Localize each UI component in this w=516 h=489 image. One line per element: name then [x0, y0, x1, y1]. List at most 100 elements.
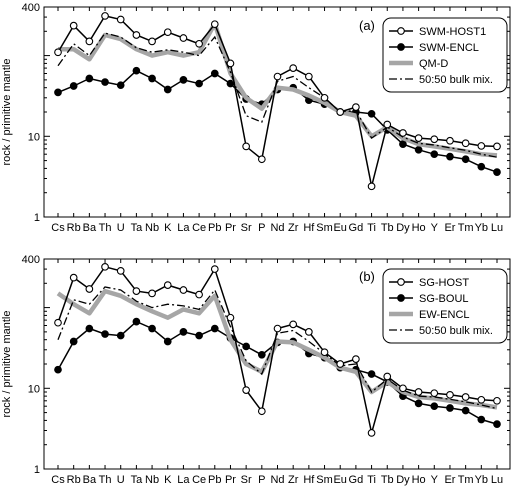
legend-label: QM-D	[419, 58, 448, 70]
x-tick-label: Nd	[270, 474, 284, 486]
data-point	[132, 317, 141, 326]
legend-label: 50:50 bulk mix.	[419, 74, 493, 86]
x-tick-label: Zr	[288, 222, 299, 234]
data-point	[399, 140, 407, 148]
x-tick-label: La	[177, 474, 190, 486]
data-point	[446, 136, 454, 145]
legend-box	[382, 268, 508, 344]
x-tick-label: Ce	[192, 474, 206, 486]
data-point	[352, 103, 360, 111]
x-tick-label: Pr	[225, 474, 236, 486]
data-point	[273, 72, 282, 81]
data-point	[367, 429, 376, 437]
data-point	[85, 324, 94, 333]
legend-label: SG-BOUL	[419, 293, 469, 305]
data-point	[289, 320, 298, 329]
data-point	[242, 142, 250, 151]
series-line-3	[57, 286, 498, 410]
legend-label: SWM-HOST1	[419, 26, 486, 38]
legend-marker	[397, 27, 405, 35]
data-point	[226, 313, 235, 322]
x-tick-label: Rb	[67, 474, 81, 486]
data-point	[461, 406, 470, 415]
x-tick-label: Lu	[491, 222, 503, 234]
x-tick-label: K	[164, 474, 172, 486]
data-point	[101, 78, 109, 86]
data-point	[226, 59, 235, 68]
x-tick-label: Pb	[208, 474, 221, 486]
data-point	[85, 74, 94, 83]
x-tick-label: Ce	[192, 222, 206, 234]
y-axis-label: rock / primitive mantle	[1, 311, 13, 418]
data-point	[210, 265, 219, 273]
panel-label: (a)	[359, 18, 375, 33]
data-point	[195, 79, 203, 88]
data-point	[352, 355, 360, 363]
data-point	[210, 69, 219, 78]
x-tick-label: Tm	[458, 222, 474, 234]
data-point	[85, 285, 94, 293]
data-point	[179, 76, 188, 84]
x-tick-label: Ba	[83, 474, 97, 486]
data-point	[461, 393, 470, 401]
data-point	[69, 82, 78, 90]
data-point	[195, 331, 203, 340]
data-point	[179, 34, 188, 42]
x-tick-label: P	[258, 222, 265, 234]
x-tick-label: Th	[99, 474, 112, 486]
data-point	[54, 88, 62, 97]
data-point	[54, 365, 62, 374]
data-point	[383, 120, 392, 129]
y-tick-label: 400	[22, 254, 40, 266]
data-point	[336, 108, 345, 116]
data-point	[446, 390, 454, 399]
x-tick-label: Ti	[367, 222, 376, 234]
data-point	[101, 330, 109, 338]
data-point	[210, 324, 219, 333]
legend-marker	[397, 43, 405, 51]
legend: (b) SG-HOST SG-BOUL EW-ENCL 50:50 bulk mix.	[359, 268, 508, 344]
x-tick-label: Y	[431, 474, 439, 486]
data-point	[69, 21, 78, 30]
data-point	[116, 81, 125, 90]
panel-label: (b)	[359, 269, 375, 284]
x-tick-label: Ta	[131, 474, 144, 486]
data-point	[257, 350, 266, 359]
x-tick-label: Lu	[491, 474, 503, 486]
x-tick-label: K	[164, 222, 172, 234]
x-tick-label: Cs	[51, 222, 65, 234]
data-point	[116, 331, 125, 340]
data-point	[493, 420, 501, 428]
data-point	[414, 388, 423, 396]
data-point	[367, 370, 376, 378]
x-tick-label: Tb	[381, 222, 394, 234]
x-tick-label: Dy	[396, 222, 410, 234]
x-tick-label: Pr	[225, 222, 236, 234]
data-point	[148, 289, 156, 298]
x-tick-label: Yb	[475, 474, 488, 486]
legend-label: EW-ENCL	[419, 309, 470, 321]
data-point	[446, 404, 454, 412]
x-tick-label: Yb	[475, 222, 488, 234]
data-point	[367, 182, 376, 191]
data-point	[461, 155, 470, 164]
data-point	[54, 48, 62, 57]
chart-panel-1: 1 10 400 rock / primitive mantle Cs Rb Ba Th U Ta…	[1, 254, 511, 486]
data-point	[116, 15, 125, 24]
data-point	[336, 360, 345, 368]
data-point	[367, 109, 376, 118]
x-tick-label: Th	[99, 222, 112, 234]
y-tick-label: 1	[34, 212, 40, 224]
data-point	[132, 287, 141, 295]
x-tick-label: Sr	[241, 474, 252, 486]
legend-marker	[397, 278, 405, 286]
data-point	[493, 142, 501, 151]
data-point	[116, 267, 125, 275]
data-point	[69, 337, 78, 346]
data-point	[477, 162, 486, 171]
x-tick-label: Sr	[241, 222, 252, 234]
data-point	[85, 37, 94, 46]
data-point	[446, 152, 454, 161]
x-tick-label: Nd	[270, 222, 284, 234]
x-tick-label: Nb	[145, 474, 159, 486]
